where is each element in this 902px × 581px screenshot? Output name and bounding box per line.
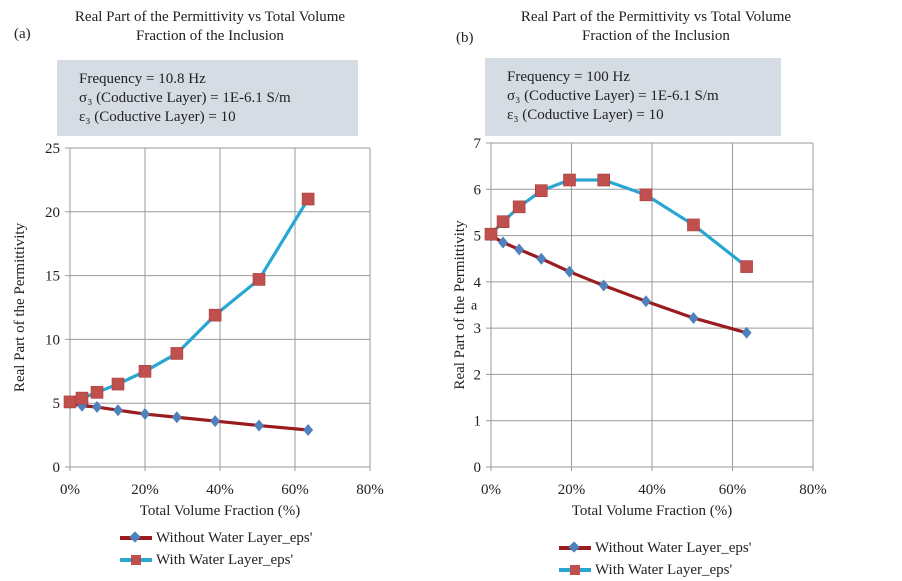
data-point-diamond [564, 265, 575, 278]
x-tick-label: 0% [481, 482, 501, 498]
x-tick-label: 0% [60, 482, 80, 498]
data-point-diamond [171, 411, 182, 424]
info-box: Frequency = 100 Hz σ₃ (Coductive Layer) … [485, 58, 781, 136]
y-tick-label: 7 [474, 136, 482, 152]
x-tick-label: 40% [206, 482, 234, 498]
data-point-diamond [113, 404, 123, 417]
info-sigma: σ₃ (Coductive Layer) = 1E-6.1 S/m [79, 90, 291, 106]
data-point-square [63, 395, 77, 409]
data-point-square [563, 173, 576, 187]
chart-panel-a: (a) Real Part of the Permittivity vs Tot… [0, 0, 451, 580]
data-point-square [597, 173, 610, 187]
chart-plot-b: 0 1 2 3 4 5 6 7 0% 20% 40% 60% 80% Total Volume Fract… [452, 136, 827, 519]
x-tick-label: 20% [558, 482, 586, 498]
y-tick-label: 20 [45, 205, 60, 221]
legend-item: With Water Layer_eps' [120, 549, 312, 571]
info-epsilon: ε₃ (Coductive Layer) = 10 [79, 109, 236, 125]
x-axis-label: Total Volume Fraction (%) [572, 503, 732, 519]
chart-title: Real Part of the Permittivity vs Total V… [40, 8, 380, 46]
x-tick-label: 80% [356, 482, 384, 498]
y-tick-label: 2 [474, 367, 482, 383]
legend-label: With Water Layer_eps' [595, 561, 733, 578]
y-tick-label: 1 [474, 414, 482, 430]
x-tick-label: 80% [799, 482, 827, 498]
data-point-square [740, 260, 753, 273]
y-tick-label: 25 [45, 141, 60, 157]
y-tick-label: 3 [474, 321, 482, 337]
data-point-square [90, 386, 104, 399]
data-point-diamond [210, 415, 221, 428]
data-point-diamond [741, 326, 752, 339]
info-box: Frequency = 10.8 Hz σ₃ (Coductive Layer)… [57, 60, 358, 136]
y-tick-label: 0 [474, 460, 482, 476]
info-epsilon: ε₃ (Coductive Layer) = 10 [507, 107, 664, 123]
info-sigma: σ₃ (Coductive Layer) = 1E-6.1 S/m [507, 88, 719, 104]
y-tick-label: 4 [474, 275, 482, 291]
legend-label: Without Water Layer_eps' [156, 529, 313, 546]
y-tick-label: 0 [53, 460, 61, 476]
legend-symbol-square [120, 553, 152, 567]
x-tick-label: 60% [719, 482, 747, 498]
data-point-diamond [640, 295, 651, 308]
legend-item: Without Water Layer_eps' [559, 537, 751, 559]
data-point-diamond [140, 408, 150, 421]
data-point-diamond [536, 252, 547, 265]
data-point-diamond [92, 401, 102, 414]
data-point-square [252, 273, 266, 286]
legend-symbol-square [559, 563, 591, 577]
y-axis-label: Real Part of the Permittivity [12, 222, 28, 392]
data-point-diamond [688, 311, 699, 324]
data-point-square [687, 218, 700, 232]
chart-plot-a: 0 5 10 15 20 25 0% 20% 40% 60% 80% Total Volume Fra… [12, 141, 384, 519]
data-point-diamond [514, 243, 525, 256]
x-tick-label: 40% [638, 482, 666, 498]
series-line [490, 234, 748, 335]
series-line [69, 401, 309, 432]
chart-title-line: Real Part of the Permittivity vs Total V… [520, 9, 792, 25]
x-axis-label: Total Volume Fraction (%) [140, 503, 300, 519]
legend-label: With Water Layer_eps' [156, 551, 294, 568]
panel-label: (a) [14, 26, 31, 42]
legend: Without Water Layer_eps' With Water Laye… [559, 537, 751, 581]
data-point-square [301, 192, 315, 206]
y-tick-label: 15 [45, 269, 60, 285]
chart-title-line: Fraction of the Inclusion [582, 28, 730, 44]
chart-title-line: Fraction of the Inclusion [136, 28, 284, 44]
data-point-square [496, 215, 510, 228]
y-tick-label: 5 [474, 229, 482, 245]
info-frequency: Frequency = 100 Hz [507, 69, 631, 85]
info-frequency: Frequency = 10.8 Hz [79, 71, 206, 87]
legend-label: Without Water Layer_eps' [595, 539, 752, 556]
data-point-square [170, 347, 184, 360]
data-point-diamond [303, 423, 314, 436]
y-tick-label: 10 [45, 332, 60, 348]
x-tick-label: 60% [281, 482, 309, 498]
data-point-square [75, 391, 89, 405]
legend-item: Without Water Layer_eps' [120, 527, 312, 549]
chart-title: Real Part of the Permittivity vs Total V… [481, 8, 831, 46]
annotation-text: a [471, 299, 478, 314]
x-tick-label: 20% [131, 482, 159, 498]
y-tick-label: 5 [53, 396, 61, 412]
data-point-diamond [598, 279, 609, 292]
data-point-diamond [498, 236, 509, 249]
data-point-square [138, 364, 152, 378]
chart-title-line: Real Part of the Permittivity vs Total V… [74, 9, 346, 25]
data-point-square [512, 200, 526, 214]
data-point-square [111, 377, 125, 391]
data-point-square [208, 308, 222, 322]
legend-symbol-diamond [559, 541, 591, 555]
y-axis-label: Real Part of the Permittivity [452, 220, 468, 390]
panel-label: (b) [456, 30, 474, 46]
series-line [69, 198, 310, 404]
legend: Without Water Layer_eps' With Water Laye… [120, 527, 312, 571]
chart-panel-b: (b) Real Part of the Permittivity vs Tot… [451, 0, 902, 580]
y-tick-label: 6 [474, 182, 482, 198]
legend-item: With Water Layer_eps' [559, 559, 751, 581]
data-point-square [484, 227, 498, 241]
legend-symbol-diamond [120, 531, 152, 545]
data-point-square [639, 188, 653, 202]
data-point-diamond [254, 419, 264, 432]
data-point-square [535, 184, 548, 197]
